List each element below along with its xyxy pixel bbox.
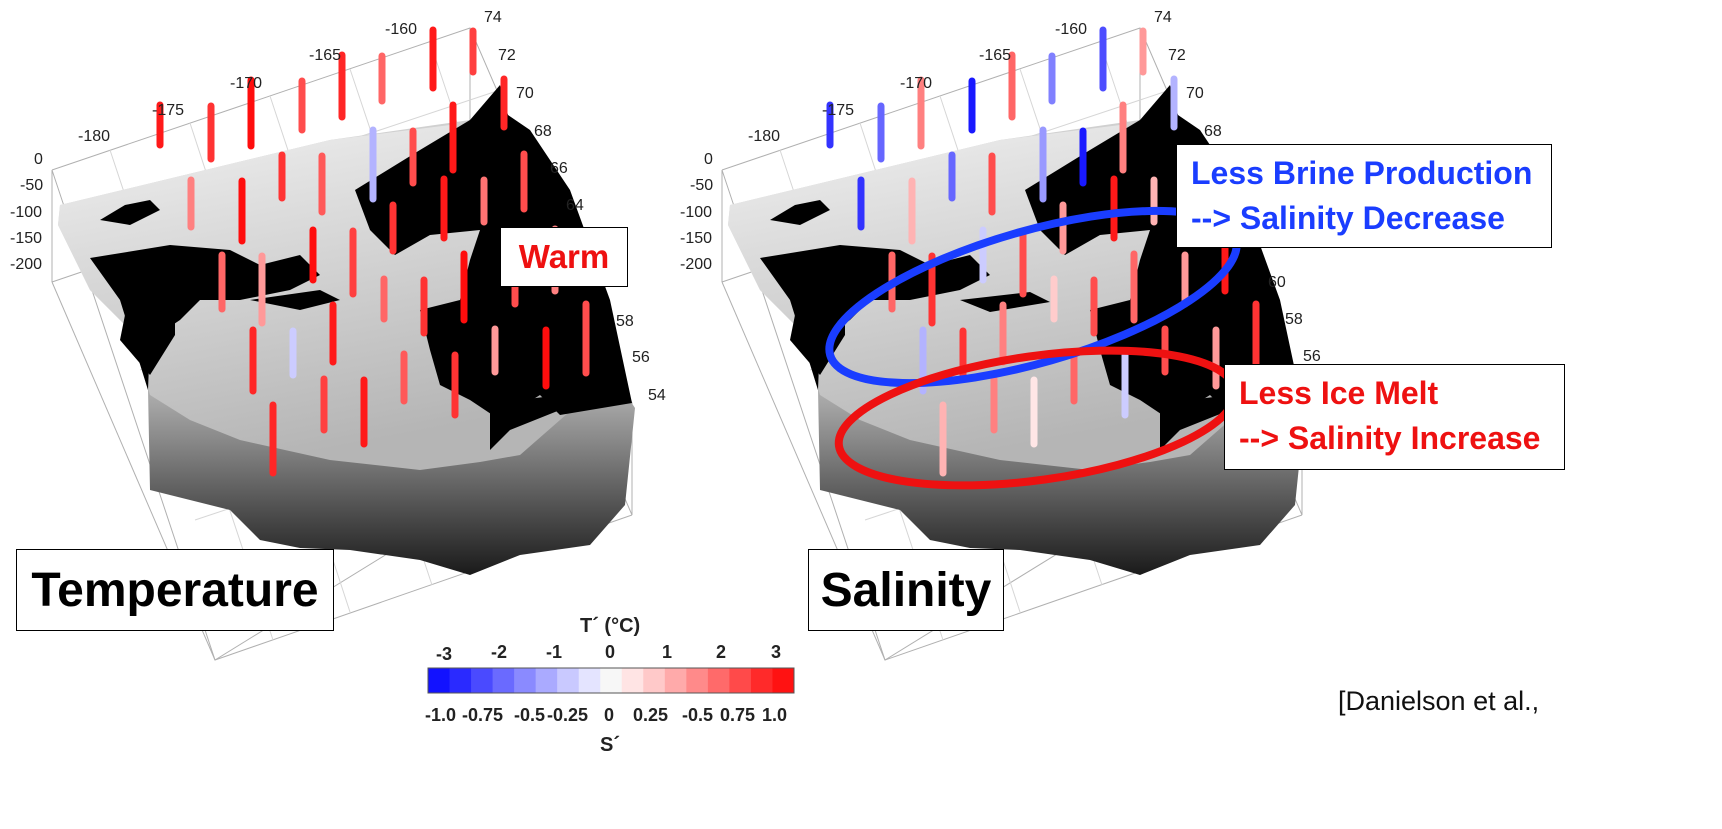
- temperature-title-box: Temperature: [16, 549, 334, 631]
- cb-bottom-tick: 1.0: [762, 705, 787, 725]
- cb-bottom-tick: -0.25: [547, 705, 588, 725]
- lat-tick: 56: [632, 349, 650, 366]
- lat-tick: 74: [484, 9, 502, 26]
- colorbar-swatch: [686, 668, 709, 693]
- cb-top-tick: 1: [662, 642, 672, 662]
- depth-tick-labels: 0 -50 -100 -150 -200: [680, 151, 713, 273]
- colorbar-swatch: [449, 668, 472, 693]
- depth-tick: -50: [20, 177, 43, 194]
- colorbar-swatch: [621, 668, 644, 693]
- cb-top-tick: 2: [716, 642, 726, 662]
- colorbar-swatch: [535, 668, 558, 693]
- lon-tick: -165: [979, 47, 1011, 64]
- lon-tick: -165: [309, 47, 341, 64]
- lon-tick: -180: [748, 128, 780, 145]
- citation: [Danielson et al.,: [1338, 686, 1540, 716]
- colorbar-swatch: [643, 668, 666, 693]
- colorbar-salinity-ticks: -1.0 -0.75 -0.5 -0.25 0 0.25 -0.5 0.75 1…: [425, 705, 787, 725]
- warm-label: Warm: [518, 238, 610, 275]
- cb-bottom-tick: 0.75: [720, 705, 755, 725]
- cb-bottom-tick: -0.75: [462, 705, 503, 725]
- ice-melt-annotation-line1: Less Ice Melt: [1239, 375, 1439, 411]
- longitude-tick-labels: -180 -175 -170 -165 -160: [748, 21, 1087, 145]
- depth-tick: 0: [704, 151, 713, 168]
- lat-tick: 70: [1186, 85, 1204, 102]
- lon-tick: -175: [822, 102, 854, 119]
- lat-tick: 54: [648, 387, 666, 404]
- colorbar-swatch: [514, 668, 537, 693]
- cb-top-tick: -2: [491, 642, 507, 662]
- depth-tick-labels: 0 -50 -100 -150 -200: [10, 151, 43, 273]
- cb-top-tick: -3: [436, 644, 452, 664]
- brine-annotation-box: Less Brine Production --> Salinity Decre…: [1176, 144, 1552, 248]
- lat-tick: 68: [534, 123, 552, 140]
- brine-annotation-line2: --> Salinity Decrease: [1191, 200, 1505, 236]
- brine-annotation-line1: Less Brine Production: [1191, 155, 1533, 191]
- colorbar-swatch: [557, 668, 580, 693]
- colorbar-swatch: [707, 668, 730, 693]
- lat-tick: 66: [550, 160, 568, 177]
- temperature-title: Temperature: [31, 563, 319, 617]
- lat-tick: 64: [566, 197, 584, 214]
- cb-top-tick: -1: [546, 642, 562, 662]
- depth-tick: -100: [10, 204, 42, 221]
- cb-bottom-tick: -0.5: [682, 705, 713, 725]
- lat-tick: 58: [616, 313, 634, 330]
- salinity-panel: -180 -175 -170 -165 -160 74 72 70 68 60 …: [680, 9, 1321, 661]
- colorbar-swatch: [729, 668, 752, 693]
- colorbar-title-salinity: S´: [600, 734, 620, 756]
- depth-tick: -100: [680, 204, 712, 221]
- lat-tick: 74: [1154, 9, 1172, 26]
- colorbar-swatch: [428, 668, 451, 693]
- lon-tick: -175: [152, 102, 184, 119]
- ice-melt-annotation-box: Less Ice Melt --> Salinity Increase: [1224, 364, 1565, 470]
- colorbar-title-temperature: T´ (°C): [580, 615, 640, 637]
- salinity-title-box: Salinity: [808, 549, 1004, 631]
- depth-tick: -50: [690, 177, 713, 194]
- salinity-title: Salinity: [820, 563, 992, 617]
- latitude-tick-labels: 74 72 70 68 60 58 56: [1154, 9, 1321, 365]
- colorbar-swatch: [578, 668, 601, 693]
- colorbar-swatch: [772, 668, 795, 693]
- cb-top-tick: 3: [771, 642, 781, 662]
- lon-tick: -170: [230, 75, 262, 92]
- ice-melt-annotation-line2: --> Salinity Increase: [1239, 420, 1541, 456]
- colorbar-swatch: [492, 668, 515, 693]
- station-markers-temperature: [156, 26, 590, 477]
- lat-tick: 68: [1204, 123, 1222, 140]
- colorbar-swatch: [750, 668, 773, 693]
- longitude-tick-labels: -180 -175 -170 -165 -160: [78, 21, 417, 145]
- colorbar-outline: [427, 667, 795, 694]
- depth-tick: -150: [680, 230, 712, 247]
- colorbar: T´ (°C) -3 -2 -1 0 1 2 3 -1.0 -0.75 -0.5…: [425, 615, 795, 756]
- warm-label-box: Warm: [500, 227, 628, 287]
- cb-bottom-tick: 0: [604, 705, 614, 725]
- colorbar-swatches: [428, 668, 795, 693]
- colorbar-swatch: [664, 668, 687, 693]
- cb-bottom-tick: 0.25: [633, 705, 668, 725]
- lat-tick: 58: [1285, 311, 1303, 328]
- lat-tick: 60: [1268, 274, 1286, 291]
- lat-tick: 70: [516, 85, 534, 102]
- lon-tick: -180: [78, 128, 110, 145]
- cb-top-tick: 0: [605, 642, 615, 662]
- depth-tick: -200: [10, 256, 42, 273]
- lat-tick: 72: [498, 47, 516, 64]
- depth-tick: -150: [10, 230, 42, 247]
- lon-tick: -160: [385, 21, 417, 38]
- depth-tick: -200: [680, 256, 712, 273]
- lon-tick: -160: [1055, 21, 1087, 38]
- cb-bottom-tick: -0.5: [514, 705, 545, 725]
- colorbar-swatch: [600, 668, 623, 693]
- cb-bottom-tick: -1.0: [425, 705, 456, 725]
- lat-tick: 56: [1303, 348, 1321, 365]
- latitude-tick-labels: 74 72 70 68 66 64 58 56 54: [484, 9, 666, 404]
- temperature-panel: -180 -175 -170 -165 -160 74 72 70 68 66 …: [10, 9, 666, 661]
- depth-tick: 0: [34, 151, 43, 168]
- colorbar-swatch: [471, 668, 494, 693]
- colorbar-temperature-ticks: -3 -2 -1 0 1 2 3: [436, 642, 781, 664]
- lon-tick: -170: [900, 75, 932, 92]
- lat-tick: 72: [1168, 47, 1186, 64]
